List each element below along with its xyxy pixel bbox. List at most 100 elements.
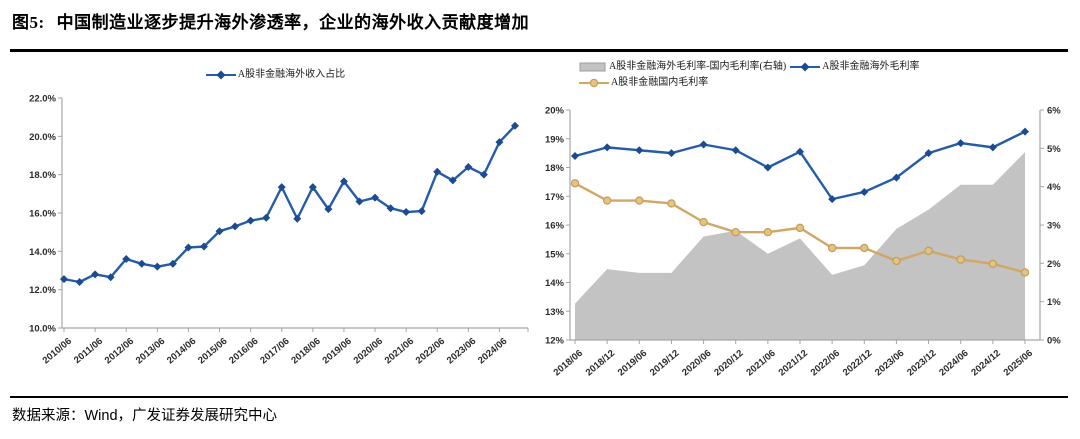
legend-diamond — [216, 70, 226, 79]
figure-number: 图5: — [12, 13, 45, 32]
data-point-marker — [262, 213, 271, 222]
y-tick-label-right: 3% — [1047, 221, 1061, 232]
data-point-marker — [122, 255, 131, 263]
x-tick-label: 2024/06 — [937, 348, 970, 379]
data-point-marker — [199, 242, 208, 251]
legend-gross-margin: A股非金融海外毛利率-国内毛利率(右轴) A股非金融海外毛利率 A股非金融国内毛利率 — [579, 60, 1025, 89]
x-tick-label: 2015/06 — [196, 336, 229, 367]
y-tick-label-left: 20% — [545, 106, 565, 117]
data-point-marker — [433, 167, 442, 176]
y-tick-label-left: 18% — [545, 163, 565, 174]
data-point-marker — [339, 177, 348, 186]
footer-divider-rule — [10, 396, 1068, 398]
data-point-marker — [184, 243, 193, 252]
legend-label: A股非金融海外毛利率-国内毛利率(右轴) — [609, 61, 787, 72]
y-tick-label-left: 13% — [545, 307, 565, 318]
data-point-marker — [402, 208, 411, 217]
series-line-overseas-revenue — [62, 124, 517, 284]
y-tick-label: 12.0% — [29, 285, 56, 296]
x-tick-label: 2017/06 — [258, 336, 291, 367]
data-point-marker — [495, 138, 504, 147]
data-point-marker — [417, 207, 426, 216]
data-point-marker — [988, 143, 997, 152]
legend-diamond — [800, 62, 810, 71]
data-source-label: 数据来源： — [12, 408, 85, 424]
data-point-marker — [602, 196, 612, 205]
data-point-marker — [827, 243, 837, 253]
line-diamond-marker-icon — [205, 70, 236, 79]
data-point-marker — [75, 278, 84, 286]
line-diamond-marker-icon — [790, 62, 821, 71]
x-tick-label: 2025/06 — [1002, 348, 1035, 379]
legend-item-overseas-margin: A股非金融海外毛利率 — [790, 60, 919, 73]
data-point-marker — [667, 149, 676, 158]
legend-overseas-revenue: A股非金融海外收入占比 — [8, 68, 543, 81]
chart-panel-gross-margin: A股非金融海外毛利率-国内毛利率(右轴) A股非金融海外毛利率 A股非金融国内毛利率… — [543, 55, 1077, 395]
data-point-marker — [924, 149, 933, 158]
data-point-marker — [1020, 268, 1030, 277]
x-tick-label: 2021/06 — [744, 348, 777, 379]
legend-label: A股非金融国内毛利率 — [611, 77, 709, 88]
x-tick-label: 2020/06 — [352, 336, 385, 367]
x-tick-label: 2010/06 — [41, 336, 74, 367]
data-point-marker — [570, 179, 580, 188]
y-tick-label-right: 1% — [1047, 297, 1061, 308]
data-point-marker — [448, 176, 457, 185]
y-tick-label: 10.0% — [29, 324, 56, 335]
x-tick-label: 2023/12 — [905, 348, 938, 379]
x-tick-label: 2022/12 — [841, 348, 874, 379]
y-tick-label-left: 17% — [545, 192, 565, 203]
x-tick-label: 2024/06 — [476, 336, 509, 367]
data-point-marker — [106, 273, 115, 282]
legend-swatch — [579, 62, 606, 71]
data-source-wind: Wind — [84, 408, 118, 424]
data-point-marker — [731, 146, 740, 155]
data-point-marker — [386, 204, 395, 213]
series-area-margin-gap — [575, 152, 1025, 340]
y-tick-label-right: 4% — [1047, 182, 1061, 193]
data-source-note: 数据来源：Wind，广发证券发展研究中心 — [12, 404, 277, 425]
data-point-marker — [60, 275, 68, 284]
x-tick-label: 2024/12 — [969, 348, 1002, 379]
x-tick-label: 2011/06 — [72, 336, 105, 366]
y-tick-label: 16.0% — [29, 209, 56, 220]
x-tick-label: 2021/06 — [383, 336, 416, 367]
y-tick-label-left: 12% — [545, 336, 565, 347]
x-tick-label: 2019/06 — [320, 336, 353, 367]
legend-circle — [589, 78, 599, 87]
data-point-marker — [796, 147, 804, 156]
x-tick-label: 2012/06 — [103, 336, 136, 367]
x-tick-label: 2018/06 — [552, 348, 585, 379]
data-point-marker — [860, 187, 869, 196]
y-tick-label: 20.0% — [29, 132, 56, 143]
x-tick-label: 2021/12 — [777, 348, 810, 379]
y-tick-label: 18.0% — [29, 170, 56, 181]
x-tick-label: 2019/06 — [616, 348, 649, 379]
y-tick-label-left: 16% — [545, 221, 565, 232]
data-point-marker — [168, 259, 177, 268]
data-point-marker — [860, 243, 869, 253]
x-tick-label: 2023/06 — [445, 336, 478, 367]
x-tick-label: 2019/12 — [648, 348, 681, 379]
x-tick-label: 2014/06 — [165, 336, 198, 367]
data-point-marker — [828, 195, 837, 204]
legend-label: A股非金融海外收入占比 — [237, 69, 346, 80]
y-tick-label-left: 14% — [545, 278, 565, 289]
x-tick-label: 2022/06 — [809, 348, 842, 379]
x-tick-label: 2020/06 — [680, 348, 713, 379]
data-point-marker — [635, 146, 644, 155]
data-point-marker — [731, 227, 740, 237]
legend-item-margin-gap: A股非金融海外毛利率-国内毛利率(右轴) — [579, 60, 786, 73]
data-point-marker — [153, 262, 162, 271]
x-tick-label: 2022/06 — [414, 336, 447, 367]
y-tick-label-right: 2% — [1047, 259, 1061, 270]
data-point-marker — [246, 216, 255, 225]
data-point-marker — [231, 222, 240, 231]
figure-title-text: 中国制造业逐步提升海外渗透率，企业的海外收入贡献度增加 — [56, 13, 530, 32]
data-point-marker — [215, 227, 224, 236]
data-point-marker — [464, 163, 473, 171]
data-point-marker — [795, 223, 805, 233]
x-tick-label: 2018/06 — [289, 336, 322, 367]
data-point-marker — [1021, 127, 1029, 136]
